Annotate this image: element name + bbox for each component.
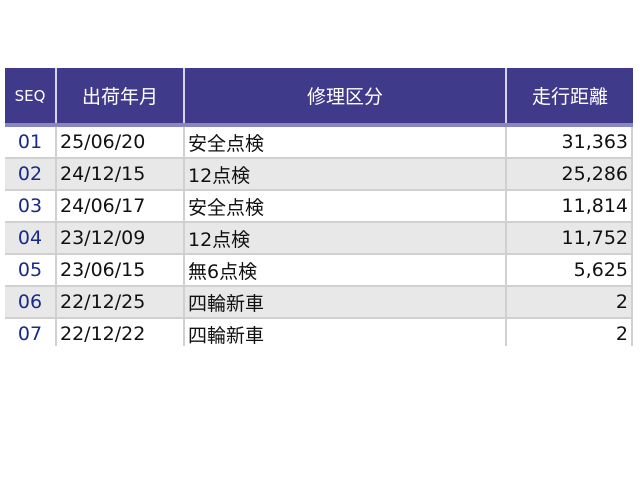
mileage-cell: 31,363 (507, 127, 633, 157)
table-row[interactable]: 06 22/12/25 四輪新車 2 (5, 287, 633, 319)
table-row[interactable]: 04 23/12/09 12点検 11,752 (5, 223, 633, 255)
service-history-table: SEQ 出荷年月 修理区分 走行距離 01 25/06/20 安全点検 31,363 0… (5, 68, 633, 346)
mileage-cell: 11,752 (507, 223, 633, 253)
mileage-cell: 11,814 (507, 191, 633, 221)
seq-cell: 05 (5, 255, 57, 285)
table-row[interactable]: 02 24/12/15 12点検 25,286 (5, 159, 633, 191)
repair-type-cell: 四輪新車 (185, 319, 507, 346)
seq-cell: 02 (5, 159, 57, 189)
repair-type-cell: 12点検 (185, 159, 507, 189)
table-header: SEQ 出荷年月 修理区分 走行距離 (5, 68, 633, 127)
ship-date-cell: 23/06/15 (57, 255, 185, 285)
header-seq[interactable]: SEQ (5, 68, 57, 123)
mileage-cell: 25,286 (507, 159, 633, 189)
table-row[interactable]: 03 24/06/17 安全点検 11,814 (5, 191, 633, 223)
seq-cell: 04 (5, 223, 57, 253)
table-row[interactable]: 01 25/06/20 安全点検 31,363 (5, 127, 633, 159)
mileage-cell: 2 (507, 319, 633, 346)
seq-cell: 06 (5, 287, 57, 317)
repair-type-cell: 四輪新車 (185, 287, 507, 317)
table-row[interactable]: 05 23/06/15 無6点検 5,625 (5, 255, 633, 287)
repair-type-cell: 12点検 (185, 223, 507, 253)
repair-type-cell: 安全点検 (185, 127, 507, 157)
mileage-cell: 5,625 (507, 255, 633, 285)
ship-date-cell: 23/12/09 (57, 223, 185, 253)
seq-cell: 01 (5, 127, 57, 157)
header-mileage[interactable]: 走行距離 (531, 86, 608, 108)
seq-cell: 03 (5, 191, 57, 221)
ship-date-cell: 24/12/15 (57, 159, 185, 189)
header-ship-date[interactable]: 出荷年月 (57, 68, 185, 123)
table-row[interactable]: 07 22/12/22 四輪新車 2 (5, 319, 633, 346)
mileage-cell: 2 (507, 287, 633, 317)
repair-type-cell: 無6点検 (185, 255, 507, 285)
ship-date-cell: 24/06/17 (57, 191, 185, 221)
seq-cell: 07 (5, 319, 57, 346)
ship-date-cell: 22/12/25 (57, 287, 185, 317)
ship-date-cell: 25/06/20 (57, 127, 185, 157)
repair-type-cell: 安全点検 (185, 191, 507, 221)
header-repair-type[interactable]: 修理区分 (185, 68, 507, 123)
ship-date-cell: 22/12/22 (57, 319, 185, 346)
